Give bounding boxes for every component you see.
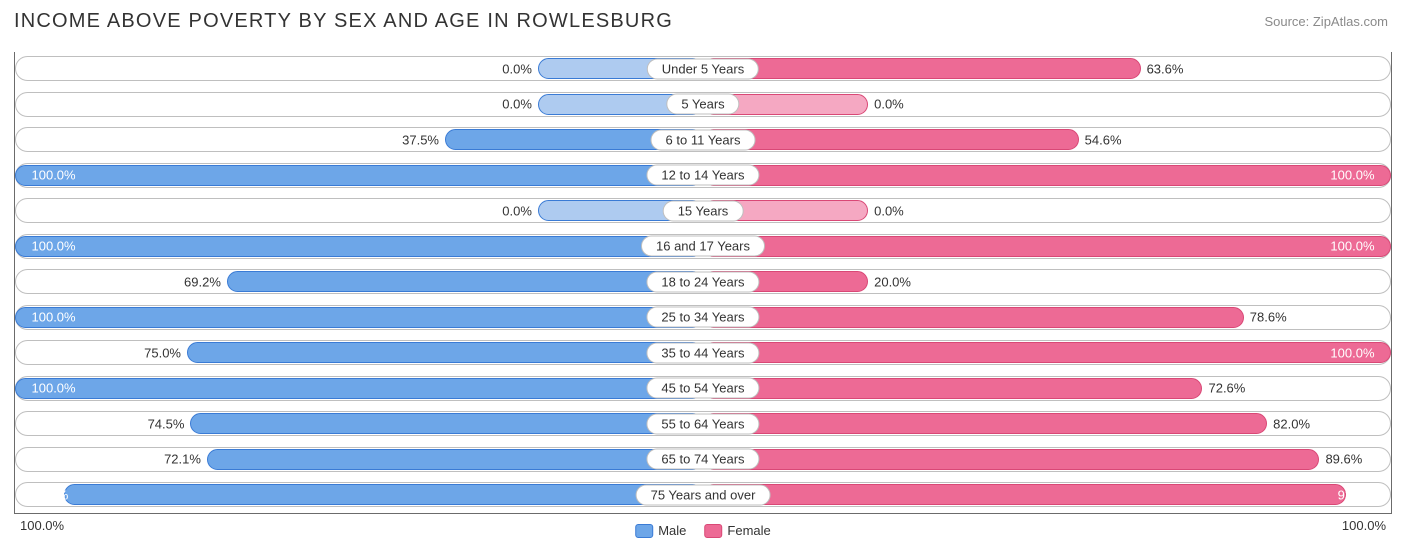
female-value: 0.0%	[874, 203, 904, 218]
female-value: 54.6%	[1085, 132, 1122, 147]
female-bar	[703, 236, 1391, 257]
male-value: 75.0%	[144, 345, 181, 360]
female-bar	[703, 129, 1079, 150]
female-bar	[703, 307, 1244, 328]
female-bar	[703, 165, 1391, 186]
chart-row: 75.0% 100.0% 35 to 44 Years	[15, 336, 1391, 369]
chart-row: 0.0% 0.0% 5 Years	[15, 88, 1391, 121]
category-label: 5 Years	[666, 94, 739, 115]
female-swatch	[704, 524, 722, 538]
male-bar	[15, 307, 703, 328]
category-label: 65 to 74 Years	[646, 449, 759, 470]
chart-row: 100.0% 100.0% 16 and 17 Years	[15, 230, 1391, 263]
female-value: 100.0%	[1330, 168, 1374, 183]
female-value: 93.5%	[1338, 487, 1375, 502]
legend-female-label: Female	[727, 523, 770, 538]
female-bar	[703, 484, 1346, 505]
male-swatch	[635, 524, 653, 538]
female-value: 20.0%	[874, 274, 911, 289]
male-bar	[207, 449, 703, 470]
chart-row: 72.1% 89.6% 65 to 74 Years	[15, 443, 1391, 476]
female-bar	[703, 378, 1202, 399]
male-value: 72.1%	[164, 452, 201, 467]
male-value: 100.0%	[32, 239, 76, 254]
butterfly-chart: 0.0% 63.6% Under 5 Years 0.0% 0.0% 5 Years 37.…	[14, 52, 1392, 514]
category-label: 75 Years and over	[636, 484, 771, 505]
male-bar	[15, 378, 703, 399]
male-value: 92.9%	[32, 487, 69, 502]
male-value: 0.0%	[502, 61, 532, 76]
category-label: 35 to 44 Years	[646, 342, 759, 363]
category-label: 25 to 34 Years	[646, 307, 759, 328]
female-value: 82.0%	[1273, 416, 1310, 431]
chart-title: INCOME ABOVE POVERTY BY SEX AND AGE IN R…	[14, 10, 673, 33]
chart-row: 100.0% 72.6% 45 to 54 Years	[15, 372, 1391, 405]
category-label: 45 to 54 Years	[646, 378, 759, 399]
female-value: 78.6%	[1250, 310, 1287, 325]
female-bar	[703, 449, 1319, 470]
legend-female: Female	[704, 523, 770, 538]
male-bar	[15, 165, 703, 186]
chart-row: 100.0% 100.0% 12 to 14 Years	[15, 159, 1391, 192]
male-value: 37.5%	[402, 132, 439, 147]
chart-row: 100.0% 78.6% 25 to 34 Years	[15, 301, 1391, 334]
chart-row: 37.5% 54.6% 6 to 11 Years	[15, 123, 1391, 156]
chart-row: 92.9% 93.5% 75 Years and over	[15, 478, 1391, 511]
axis-right-label: 100.0%	[1342, 518, 1386, 533]
male-bar	[190, 413, 703, 434]
male-value: 100.0%	[32, 310, 76, 325]
legend-male-label: Male	[658, 523, 686, 538]
male-value: 100.0%	[32, 381, 76, 396]
male-bar	[187, 342, 703, 363]
female-value: 0.0%	[874, 97, 904, 112]
male-value: 0.0%	[502, 203, 532, 218]
chart-row: 74.5% 82.0% 55 to 64 Years	[15, 407, 1391, 440]
category-label: 16 and 17 Years	[641, 236, 765, 257]
chart-row: 69.2% 20.0% 18 to 24 Years	[15, 265, 1391, 298]
male-bar	[15, 236, 703, 257]
male-bar	[227, 271, 703, 292]
legend-male: Male	[635, 523, 686, 538]
category-label: Under 5 Years	[647, 58, 759, 79]
chart-row: 0.0% 0.0% 15 Years	[15, 194, 1391, 227]
female-bar	[703, 342, 1391, 363]
source-attribution: Source: ZipAtlas.com	[1264, 14, 1388, 29]
female-value: 100.0%	[1330, 239, 1374, 254]
legend: Male Female	[635, 523, 771, 538]
axis-left-label: 100.0%	[20, 518, 64, 533]
male-value: 69.2%	[184, 274, 221, 289]
category-label: 6 to 11 Years	[651, 129, 756, 150]
female-value: 100.0%	[1330, 345, 1374, 360]
female-bar	[703, 58, 1141, 79]
female-value: 89.6%	[1325, 452, 1362, 467]
category-label: 55 to 64 Years	[646, 413, 759, 434]
female-value: 72.6%	[1208, 381, 1245, 396]
male-bar	[64, 484, 703, 505]
category-label: 15 Years	[663, 200, 744, 221]
female-value: 63.6%	[1147, 61, 1184, 76]
female-bar	[703, 413, 1267, 434]
male-value: 0.0%	[502, 97, 532, 112]
male-value: 100.0%	[32, 168, 76, 183]
male-value: 74.5%	[148, 416, 185, 431]
category-label: 12 to 14 Years	[646, 165, 759, 186]
chart-row: 0.0% 63.6% Under 5 Years	[15, 52, 1391, 85]
category-label: 18 to 24 Years	[646, 271, 759, 292]
